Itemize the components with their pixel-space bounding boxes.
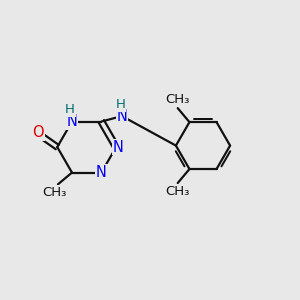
Text: CH₃: CH₃	[166, 93, 190, 106]
Text: H: H	[116, 98, 125, 111]
Text: O: O	[32, 125, 44, 140]
Text: H: H	[65, 103, 75, 116]
Text: N: N	[116, 109, 127, 124]
Text: N: N	[113, 140, 124, 154]
Text: N: N	[96, 165, 107, 180]
Text: CH₃: CH₃	[166, 185, 190, 198]
Text: N: N	[67, 114, 77, 129]
Text: CH₃: CH₃	[42, 186, 67, 199]
